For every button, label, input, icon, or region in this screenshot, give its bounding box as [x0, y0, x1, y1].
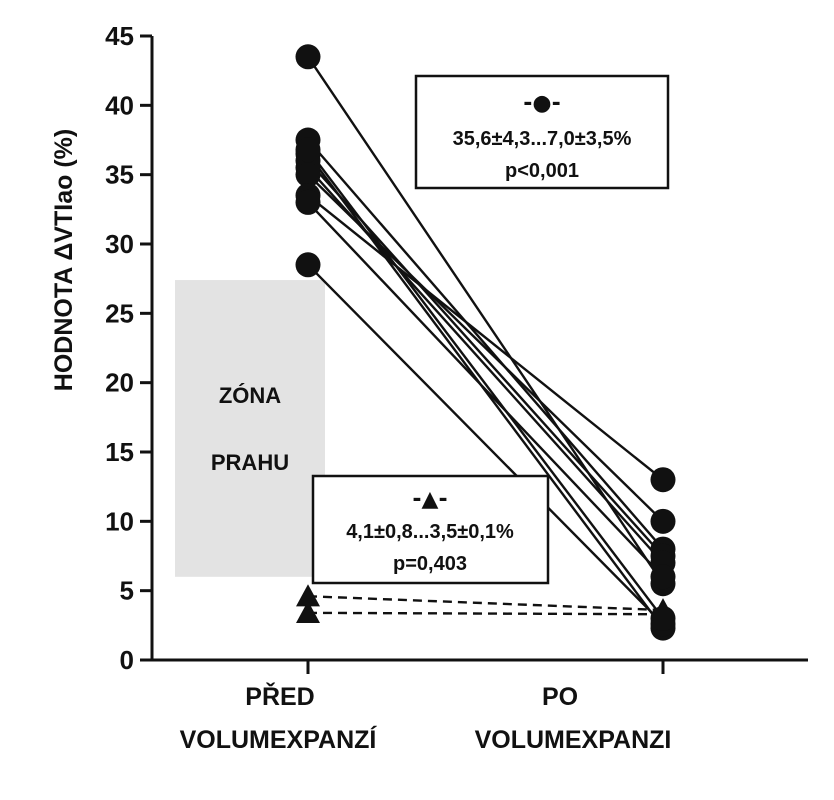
- series-lines: [307, 56, 664, 629]
- y-tick-label: 30: [105, 229, 134, 259]
- circle-series-line: [307, 201, 664, 578]
- y-tick-label: 10: [105, 506, 134, 536]
- y-tick-label: 45: [105, 21, 134, 51]
- summary-circles-p-value: p<0,001: [505, 160, 579, 182]
- x-category-label-after-1: PO: [542, 683, 578, 711]
- x-category-label-after-2: VOLUMEXPANZI: [475, 726, 672, 754]
- summary-circles-values: 35,6±4,3...7,0±3,5%: [453, 128, 632, 150]
- circle-series-line: [307, 139, 664, 550]
- circle-point: [295, 137, 321, 163]
- y-axis-label: HODNOTA ΔVTIao (%): [50, 129, 78, 391]
- y-tick-label: 25: [105, 298, 134, 328]
- circle-point: [650, 508, 676, 534]
- y-tick-label: 5: [120, 576, 134, 606]
- circle-series-line: [307, 148, 664, 620]
- summary-circles-symbol: -●-: [523, 91, 560, 116]
- y-tick-label: 15: [105, 437, 134, 467]
- y-tick-label: 35: [105, 160, 134, 190]
- summary-triangles-symbol: -▲-: [412, 487, 447, 512]
- circle-point: [650, 467, 676, 493]
- circle-point: [650, 564, 676, 590]
- circle-point: [295, 189, 321, 215]
- x-ticks: [306, 660, 665, 674]
- summary-triangles-p-value: p=0,403: [393, 553, 467, 575]
- triangle-point: [296, 584, 320, 607]
- summary-box-circles: [414, 74, 670, 190]
- triangle-series-line: [307, 611, 664, 616]
- series-markers: [295, 44, 676, 641]
- x-category-label-before-1: PŘED: [245, 681, 314, 711]
- circle-series-line: [307, 173, 664, 523]
- circle-series-line: [307, 194, 664, 481]
- y-ticks: 0 5 10 15 20 25 30 35 40 45: [105, 21, 152, 675]
- y-tick-label: 40: [105, 90, 134, 120]
- triangle-series-line: [307, 595, 664, 612]
- triangle-point: [296, 600, 320, 624]
- y-tick-label: 20: [105, 368, 134, 398]
- x-category-label-before-2: VOLUMEXPANZÍ: [180, 725, 378, 754]
- circle-point: [295, 44, 321, 70]
- threshold-zone-label-2: PRAHU: [211, 450, 289, 475]
- circle-point: [295, 162, 321, 188]
- circle-series-line: [307, 263, 664, 625]
- summary-box-triangles: [311, 474, 550, 585]
- triangle-point: [651, 602, 675, 625]
- circle-point: [295, 252, 321, 278]
- y-tick-label: 0: [120, 645, 134, 675]
- threshold-zone-label-1: ZÓNA: [219, 383, 281, 408]
- threshold-zone: [175, 280, 325, 577]
- summary-triangles-values: 4,1±0,8...3,5±0,1%: [346, 521, 514, 543]
